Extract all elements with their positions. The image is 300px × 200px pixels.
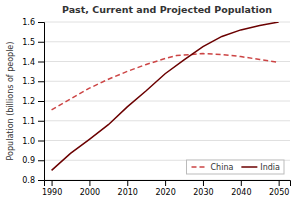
x-tick-label: 2040 (231, 188, 251, 197)
y-tick-mark (38, 81, 44, 82)
y-tick-label: 1.4 (22, 58, 35, 67)
x-tick: 2020 (155, 180, 175, 197)
y-tick: 1.5 (22, 38, 44, 47)
x-tick: 2040 (231, 180, 251, 197)
y-axis: 0.8 0.9 1.0 1.1 1.2 1.3 1.4 1.5 1.6 (22, 18, 44, 185)
y-tick: 1.0 (22, 137, 44, 146)
legend: China India (187, 160, 285, 174)
x-tick-label: 2020 (155, 188, 175, 197)
x-tick-mark (52, 180, 53, 186)
legend-box (187, 160, 285, 174)
grid (44, 22, 290, 180)
y-tick: 1.1 (22, 117, 44, 126)
y-tick-label: 0.8 (22, 176, 35, 185)
legend-swatch (192, 166, 208, 168)
grid-line (44, 101, 290, 102)
y-tick: 1.2 (22, 97, 44, 106)
y-tick: 0.8 (22, 176, 44, 185)
x-tick: 1990 (42, 180, 62, 197)
x-tick: 2030 (193, 180, 213, 197)
chart: 1990 2000 2010 2020 2030 2040 2050 0.8 0.9 1.0 1.1… (0, 0, 300, 200)
y-axis-line (38, 23, 45, 181)
legend-swatch (241, 166, 257, 168)
y-tick-mark (38, 62, 44, 63)
y-tick-mark (38, 101, 44, 102)
y-tick-mark (38, 121, 44, 122)
y-tick: 0.9 (22, 156, 44, 165)
y-axis-title: Population (billions of people) (6, 42, 15, 161)
grid-line (44, 22, 290, 23)
lines (52, 22, 279, 170)
grid-line (44, 41, 290, 42)
y-tick: 1.3 (22, 77, 44, 86)
series-line (52, 54, 279, 110)
y-tick-mark (38, 42, 44, 43)
x-tick: 2000 (80, 180, 100, 197)
y-tick-label: 1.0 (22, 137, 35, 146)
y-tick-label: 1.3 (22, 77, 35, 86)
y-tick-label: 1.1 (22, 117, 35, 126)
x-tick-mark (203, 180, 204, 186)
y-tick-label: 1.5 (22, 38, 35, 47)
y-tick-label: 1.2 (22, 97, 35, 106)
x-tick-label: 2030 (193, 188, 213, 197)
x-tick: 2050 (269, 180, 289, 197)
grid-line (44, 120, 290, 121)
x-axis: 1990 2000 2010 2020 2030 2040 2050 (42, 180, 291, 197)
y-tick: 1.4 (22, 58, 44, 67)
y-tick: 1.6 (22, 18, 44, 27)
x-tick-label: 2010 (118, 188, 138, 197)
y-tick-label: 0.9 (22, 156, 35, 165)
series-line (52, 22, 279, 170)
x-tick: 2010 (118, 180, 138, 197)
y-tick-mark (38, 160, 44, 161)
x-tick-mark (89, 180, 90, 186)
chart-title: Past, Current and Projected Population (62, 4, 272, 15)
x-tick-mark (241, 180, 242, 186)
grid-line (44, 140, 290, 141)
x-tick-mark (127, 180, 128, 186)
y-tick-mark (38, 22, 44, 23)
x-tick-label: 1990 (42, 188, 62, 197)
x-tick-mark (165, 180, 166, 186)
legend-label: China (211, 163, 234, 172)
y-tick-mark (38, 141, 44, 142)
y-tick-mark (38, 180, 44, 181)
x-tick-label: 2000 (80, 188, 100, 197)
y-tick-label: 1.6 (22, 18, 35, 27)
legend-label: India (260, 163, 280, 172)
x-tick-mark (279, 180, 280, 186)
grid-line (44, 61, 290, 62)
x-axis-line (45, 181, 291, 187)
grid-line (44, 81, 290, 82)
plot-area: 1990 2000 2010 2020 2030 2040 2050 0.8 0.9 1.0 1.1… (22, 18, 290, 197)
x-tick-label: 2050 (269, 188, 289, 197)
